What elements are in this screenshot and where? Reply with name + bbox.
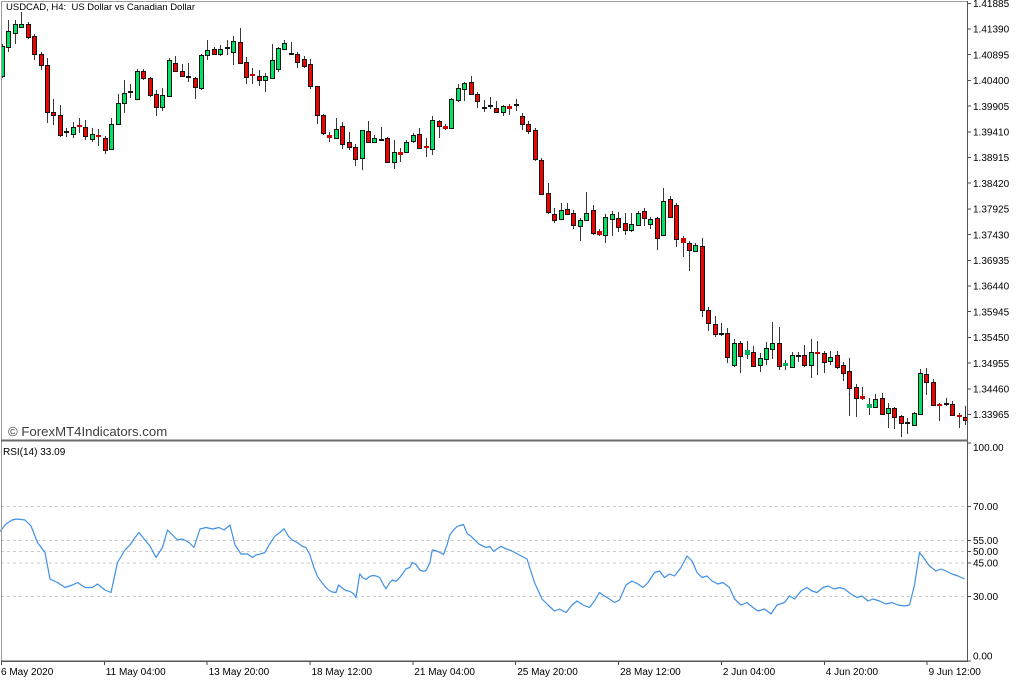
svg-text:1.39410: 1.39410 (973, 128, 1010, 139)
svg-text:50.00: 50.00 (973, 547, 998, 558)
svg-text:1.34460: 1.34460 (973, 385, 1010, 396)
svg-text:1.41390: 1.41390 (973, 25, 1010, 36)
svg-text:11 May 04:00: 11 May 04:00 (106, 667, 166, 678)
svg-text:1.37430: 1.37430 (973, 230, 1010, 241)
svg-text:55.00: 55.00 (973, 536, 998, 547)
svg-text:1.36440: 1.36440 (973, 282, 1010, 293)
svg-text:USDCAD, H4: US Dollar vs Cana: USDCAD, H4: US Dollar vs Canadian Dollar (6, 2, 195, 13)
svg-text:1.41885: 1.41885 (973, 0, 1010, 10)
svg-text:4 Jun 20:00: 4 Jun 20:00 (826, 667, 879, 678)
svg-text:1.38420: 1.38420 (973, 179, 1010, 190)
svg-text:25 May 20:00: 25 May 20:00 (517, 667, 578, 678)
svg-text:70.00: 70.00 (973, 502, 998, 513)
svg-text:6 May 2020: 6 May 2020 (1, 667, 54, 678)
svg-text:1.36935: 1.36935 (973, 256, 1010, 267)
svg-text:30.00: 30.00 (973, 592, 998, 603)
svg-text:1.40400: 1.40400 (973, 76, 1010, 87)
svg-text:100.00: 100.00 (973, 443, 1004, 454)
svg-text:2 Jun 04:00: 2 Jun 04:00 (723, 667, 776, 678)
svg-text:1.39905: 1.39905 (973, 102, 1010, 113)
svg-text:1.37925: 1.37925 (973, 205, 1010, 216)
svg-text:0.00: 0.00 (973, 652, 993, 663)
svg-text:1.38915: 1.38915 (973, 153, 1010, 164)
svg-text:RSI(14) 33.09: RSI(14) 33.09 (3, 447, 66, 458)
svg-text:1.35450: 1.35450 (973, 333, 1010, 344)
svg-text:18 May 12:00: 18 May 12:00 (312, 667, 373, 678)
svg-text:28 May 12:00: 28 May 12:00 (620, 667, 681, 678)
svg-text:1.35945: 1.35945 (973, 307, 1010, 318)
svg-text:1.33965: 1.33965 (973, 410, 1010, 421)
svg-text:21 May 04:00: 21 May 04:00 (414, 667, 475, 678)
svg-text:© ForexMT4Indicators.com: © ForexMT4Indicators.com (8, 424, 167, 439)
svg-text:13 May 20:00: 13 May 20:00 (209, 667, 270, 678)
svg-text:45.00: 45.00 (973, 559, 998, 570)
svg-text:1.34955: 1.34955 (973, 359, 1010, 370)
svg-text:9 Jun 12:00: 9 Jun 12:00 (929, 667, 982, 678)
svg-text:1.40895: 1.40895 (973, 50, 1010, 61)
